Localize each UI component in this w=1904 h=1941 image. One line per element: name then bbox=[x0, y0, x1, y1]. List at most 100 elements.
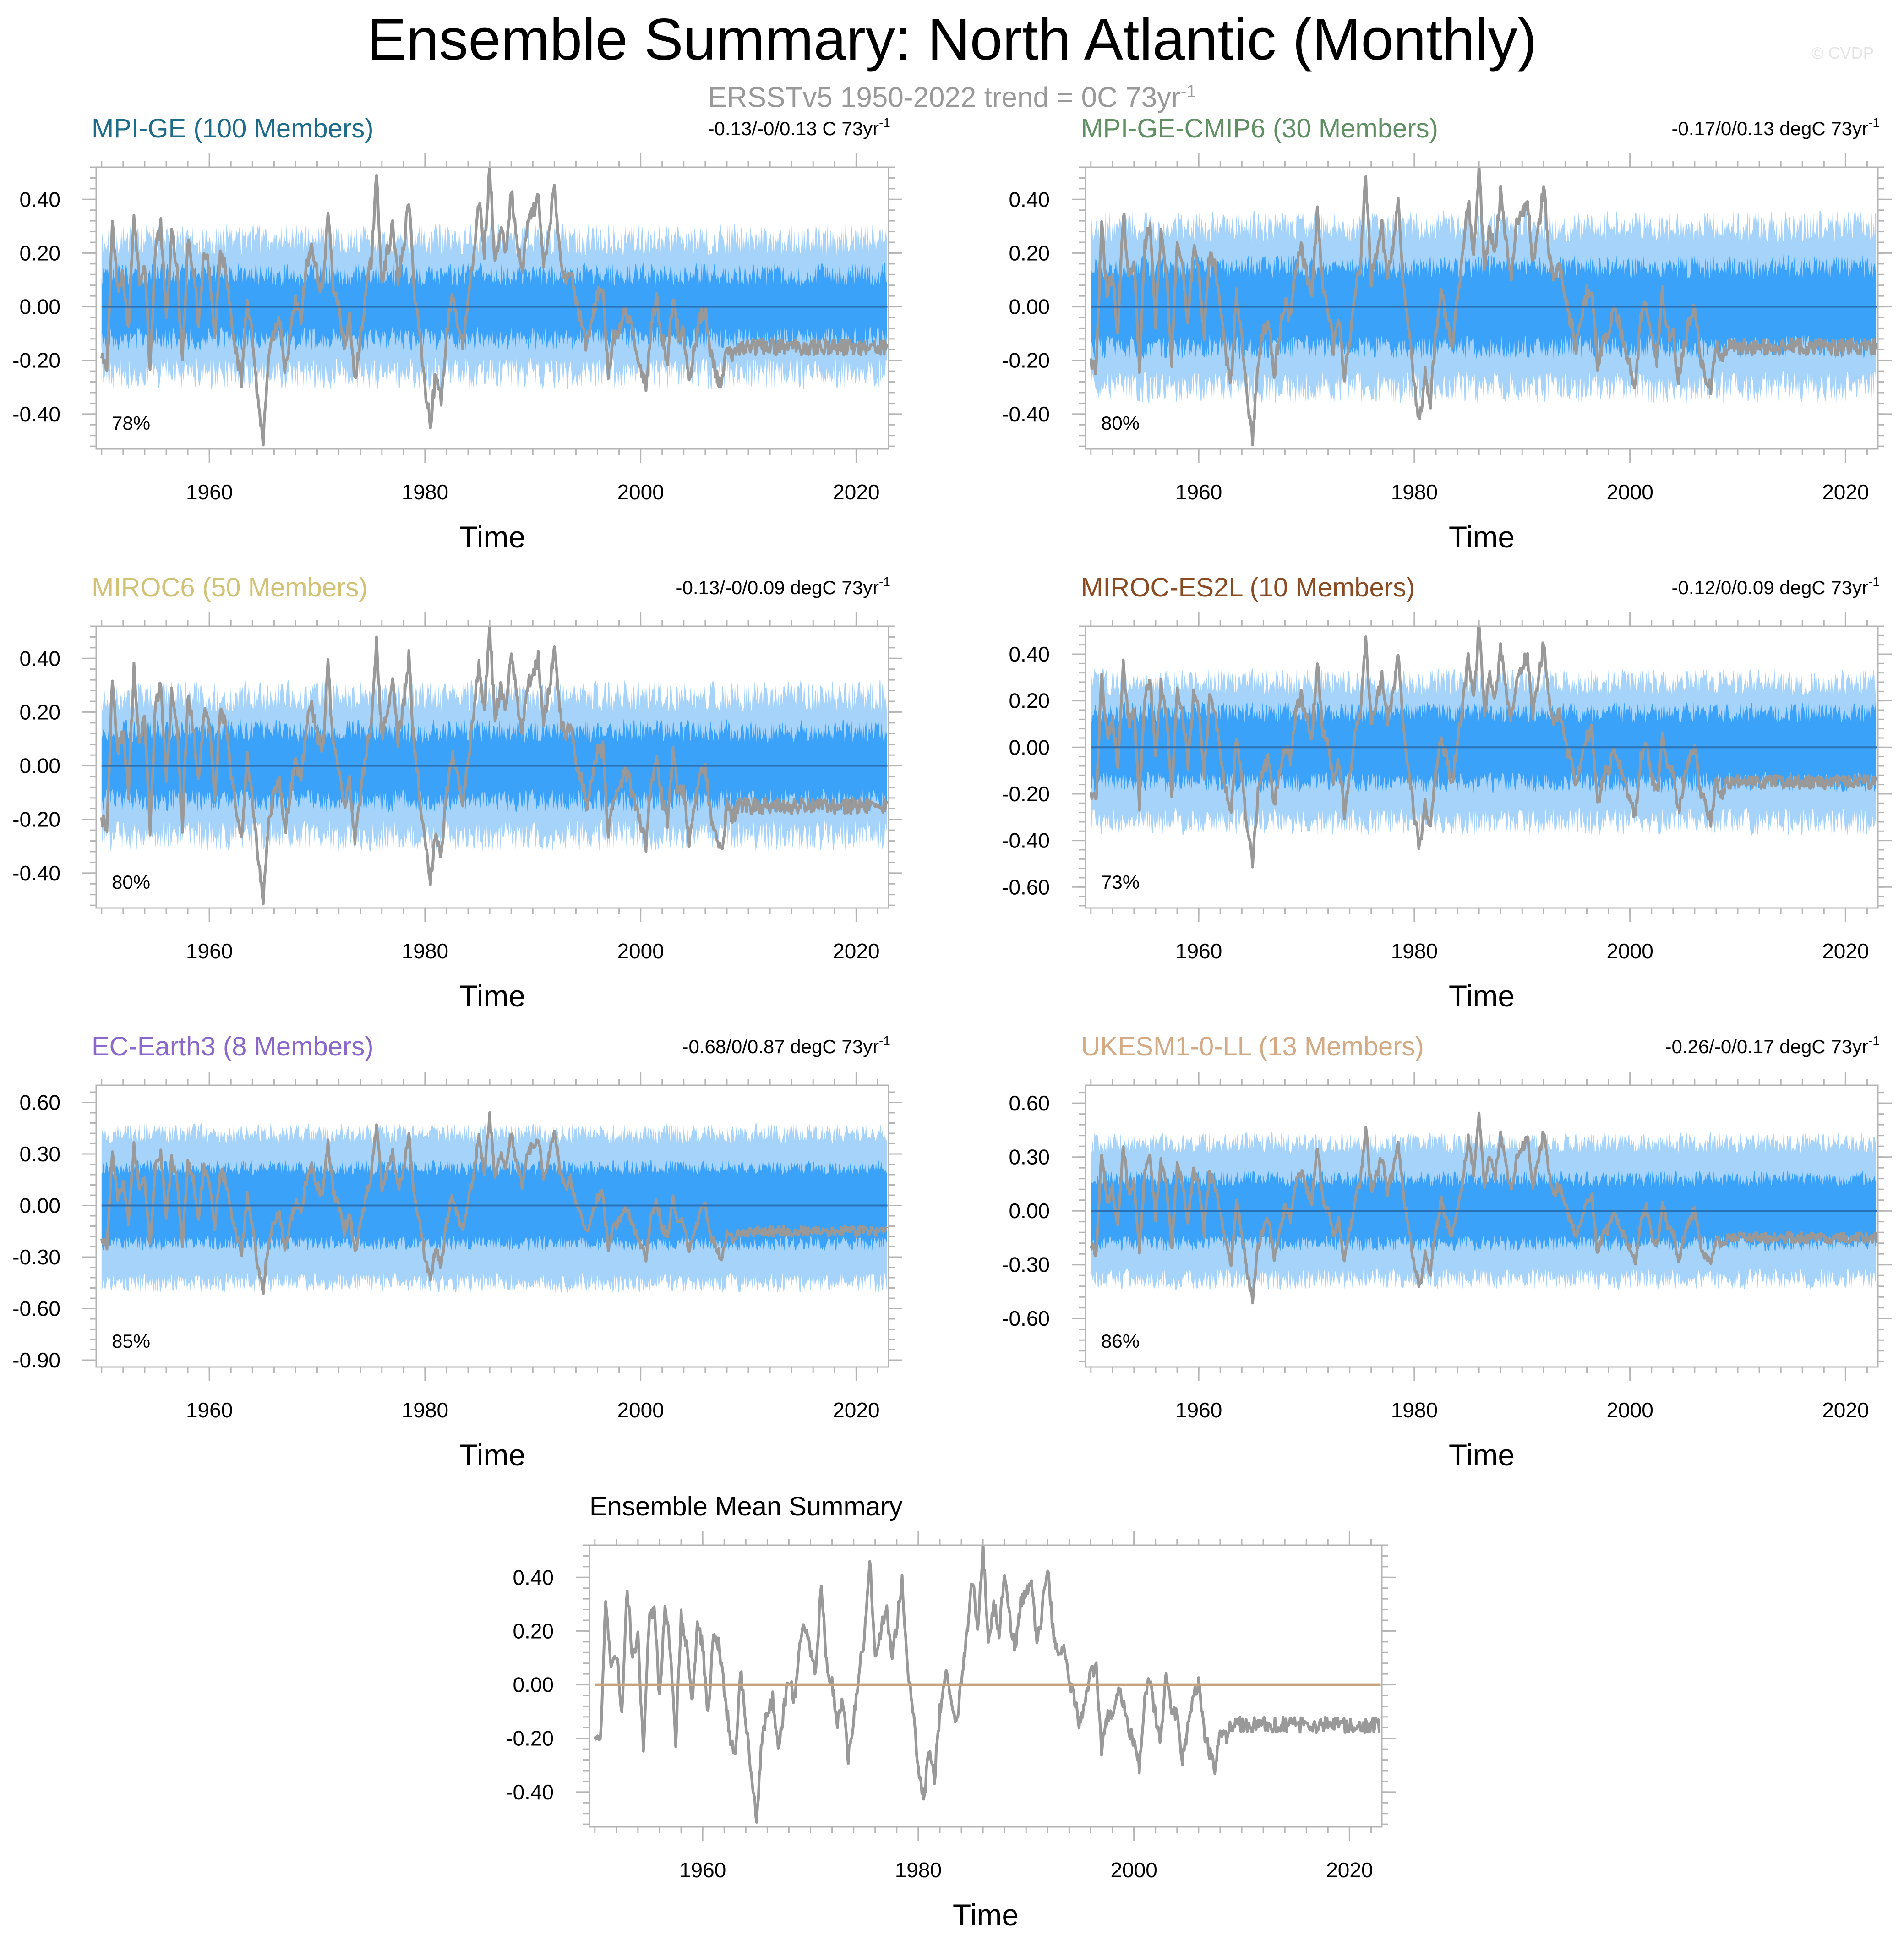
ec-earth3-ytick-label: -0.90 bbox=[12, 1348, 60, 1372]
ensemble-mean-summary-ytick-label: 0.00 bbox=[513, 1673, 554, 1697]
mpi-ge-cmip6-ytick-label: -0.40 bbox=[1002, 402, 1050, 426]
mpi-ge-cmip6-ytick-label: 0.00 bbox=[1009, 295, 1050, 319]
mpi-ge-trend-exponent: -1 bbox=[879, 115, 890, 130]
mpi-ge-cmip6-xtick-label: 1960 bbox=[1175, 480, 1222, 504]
ec-earth3-ytick-label: 0.30 bbox=[19, 1142, 60, 1166]
ec-earth3-title: EC-Earth3 (8 Members) bbox=[92, 1032, 374, 1061]
mpi-ge-cmip6-title: MPI-GE-CMIP6 (30 Members) bbox=[1081, 114, 1438, 143]
miroc-es2l-xtick-label: 2000 bbox=[1606, 939, 1653, 963]
ukesm1-0-ll-ytick-label: -0.60 bbox=[1002, 1307, 1050, 1330]
ukesm1-0-ll-ytick-label: 0.00 bbox=[1009, 1199, 1050, 1223]
miroc6-observed-line bbox=[100, 626, 889, 905]
mpi-ge-ytick-label: 0.40 bbox=[19, 187, 60, 211]
mpi-ge-percent-label: 78% bbox=[112, 412, 150, 434]
ukesm1-0-ll-xtick-label: 2020 bbox=[1822, 1398, 1869, 1422]
ensemble-mean-summary-xtick-label: 2000 bbox=[1110, 1858, 1157, 1882]
ensemble-mean-summary-ytick-label: -0.40 bbox=[506, 1780, 554, 1804]
mpi-ge-observed-line bbox=[100, 167, 889, 447]
miroc-es2l-ytick-label: 0.00 bbox=[1009, 735, 1050, 759]
ukesm1-0-ll-observed-line bbox=[1089, 1111, 1878, 1305]
ukesm1-0-ll-frame bbox=[1085, 1084, 1879, 1368]
ensemble-mean-summary-frame bbox=[589, 1544, 1383, 1828]
main-title: Ensemble Summary: North Atlantic (Monthl… bbox=[367, 7, 1537, 72]
mpi-ge-cmip6-plot-area bbox=[1089, 167, 1878, 447]
miroc-es2l-frame bbox=[1085, 625, 1879, 909]
ec-earth3-trend-label: -0.68/0/0.87 degC 73yr-1 bbox=[682, 1033, 890, 1057]
miroc6-xtick-label: 1960 bbox=[186, 939, 233, 963]
ukesm1-0-ll-ytick-label: 0.30 bbox=[1009, 1145, 1050, 1169]
ensemble-mean-summary-xtick-label: 1960 bbox=[679, 1858, 726, 1882]
mpi-ge-trend-label: -0.13/-0/0.13 C 73yr-1 bbox=[708, 115, 890, 139]
ensemble-mean-summary-observed-line bbox=[593, 1545, 1381, 1824]
miroc-es2l-ytick-label: 0.20 bbox=[1009, 689, 1050, 713]
mpi-ge-cmip6-observed-line bbox=[1089, 167, 1878, 447]
ec-earth3-ytick-label: -0.30 bbox=[12, 1245, 60, 1269]
ec-earth3-trend-exponent: -1 bbox=[879, 1033, 890, 1048]
mpi-ge-xtick-label: 1960 bbox=[186, 480, 233, 504]
ec-earth3-ytick-label: 0.00 bbox=[19, 1194, 60, 1218]
mpi-ge-frame bbox=[95, 166, 889, 450]
subtitle-text: ERSSTv5 1950-2022 trend = 0C 73yr bbox=[708, 82, 1181, 114]
miroc-es2l-xtick-label: 2020 bbox=[1822, 939, 1869, 963]
subtitle-exponent: -1 bbox=[1180, 82, 1196, 101]
cvdp-watermark: © CVDP bbox=[1811, 44, 1874, 62]
mpi-ge-cmip6-xlabel: Time bbox=[1449, 520, 1515, 554]
ec-earth3-ytick-label: -0.60 bbox=[12, 1297, 60, 1321]
ukesm1-0-ll-percent-label: 86% bbox=[1101, 1330, 1140, 1352]
ensemble-mean-summary-xtick-label: 2020 bbox=[1326, 1858, 1373, 1882]
ec-earth3-xtick-label: 1980 bbox=[402, 1398, 448, 1422]
ec-earth3-plot-area bbox=[100, 1111, 888, 1296]
ukesm1-0-ll-trend-label: -0.26/-0/0.17 degC 73yr-1 bbox=[1665, 1033, 1880, 1057]
ensemble-mean-summary-ytick-label: -0.20 bbox=[506, 1727, 554, 1750]
miroc6-ytick-label: -0.20 bbox=[12, 808, 60, 831]
mpi-ge-cmip6-xtick-label: 2000 bbox=[1606, 480, 1653, 504]
miroc-es2l-ytick-label: -0.40 bbox=[1002, 829, 1050, 853]
ukesm1-0-ll-xtick-label: 1960 bbox=[1175, 1398, 1222, 1422]
mpi-ge-cmip6-ytick-label: 0.20 bbox=[1009, 241, 1050, 265]
ukesm1-0-ll-trend-exponent: -1 bbox=[1868, 1033, 1880, 1048]
mpi-ge-cmip6-ytick-label: 0.40 bbox=[1009, 187, 1050, 211]
miroc6-xtick-label: 2000 bbox=[617, 939, 664, 963]
miroc6-xtick-label: 1980 bbox=[402, 939, 448, 963]
ensemble-mean-summary-xtick-label: 1980 bbox=[895, 1858, 942, 1882]
ensemble-mean-summary-xlabel: Time bbox=[953, 1898, 1019, 1932]
mpi-ge-plot-area bbox=[100, 167, 889, 447]
miroc-es2l-xtick-label: 1960 bbox=[1175, 939, 1222, 963]
miroc-es2l-ytick-label: -0.20 bbox=[1002, 782, 1050, 806]
ec-earth3-observed-line bbox=[100, 1111, 888, 1296]
subtitle: ERSSTv5 1950-2022 trend = 0C 73yr-1 bbox=[0, 73, 1904, 116]
mpi-ge-xtick-label: 2020 bbox=[833, 480, 879, 504]
miroc6-plot-area bbox=[100, 626, 889, 905]
ukesm1-0-ll-ytick-label: -0.30 bbox=[1002, 1253, 1050, 1277]
miroc-es2l-xlabel: Time bbox=[1449, 979, 1515, 1013]
mpi-ge-ytick-label: -0.40 bbox=[12, 402, 60, 426]
miroc6-title: MIROC6 (50 Members) bbox=[92, 573, 368, 602]
ensemble-mean-summary-plot-area bbox=[593, 1545, 1381, 1824]
ukesm1-0-ll-panel: -0.60 -0.30 0.00 0.30 0.60 1960 1980 2000 2020 Ti… bbox=[1002, 1032, 1892, 1472]
ukesm1-0-ll-title: UKESM1-0-LL (13 Members) bbox=[1081, 1032, 1424, 1061]
mpi-ge-panel: -0.40 -0.20 0.00 0.20 0.40 1960 1980 2000 2020 Ti… bbox=[12, 114, 902, 554]
miroc6-ytick-label: 0.20 bbox=[19, 700, 60, 724]
miroc6-trend-label: -0.13/-0/0.09 degC 73yr-1 bbox=[676, 574, 890, 598]
mpi-ge-title: MPI-GE (100 Members) bbox=[92, 114, 374, 143]
ec-earth3-xtick-label: 1960 bbox=[186, 1398, 233, 1422]
ec-earth3-xlabel: Time bbox=[459, 1438, 525, 1472]
ensemble-mean-summary-panel: -0.40 -0.20 0.00 0.20 0.40 1960 1980 2000 2020 Ti… bbox=[506, 1492, 1396, 1932]
mpi-ge-cmip6-ytick-label: -0.20 bbox=[1002, 349, 1050, 372]
miroc6-ytick-label: 0.00 bbox=[19, 754, 60, 778]
miroc-es2l-panel: -0.60 -0.40 -0.20 0.00 0.20 0.40 1960 1980 2000 2… bbox=[1002, 573, 1892, 1013]
mpi-ge-cmip6-frame bbox=[1085, 166, 1879, 450]
miroc6-xtick-label: 2020 bbox=[833, 939, 879, 963]
miroc6-panel: -0.40 -0.20 0.00 0.20 0.40 1960 1980 2000 2020 Ti… bbox=[12, 573, 902, 1013]
miroc-es2l-percent-label: 73% bbox=[1101, 871, 1140, 893]
miroc-es2l-ytick-label: -0.60 bbox=[1002, 875, 1050, 899]
miroc6-xlabel: Time bbox=[459, 979, 525, 1013]
mpi-ge-cmip6-xtick-label: 2020 bbox=[1822, 480, 1869, 504]
ec-earth3-ytick-label: 0.60 bbox=[19, 1091, 60, 1115]
ensemble-mean-summary-title: Ensemble Mean Summary bbox=[589, 1492, 902, 1521]
mpi-ge-cmip6-trend-label: -0.17/0/0.13 degC 73yr-1 bbox=[1671, 115, 1880, 139]
ensemble-mean-summary-ytick-label: 0.40 bbox=[513, 1565, 554, 1589]
miroc-es2l-trend-exponent: -1 bbox=[1868, 574, 1880, 589]
miroc6-trend-exponent: -1 bbox=[879, 574, 890, 589]
